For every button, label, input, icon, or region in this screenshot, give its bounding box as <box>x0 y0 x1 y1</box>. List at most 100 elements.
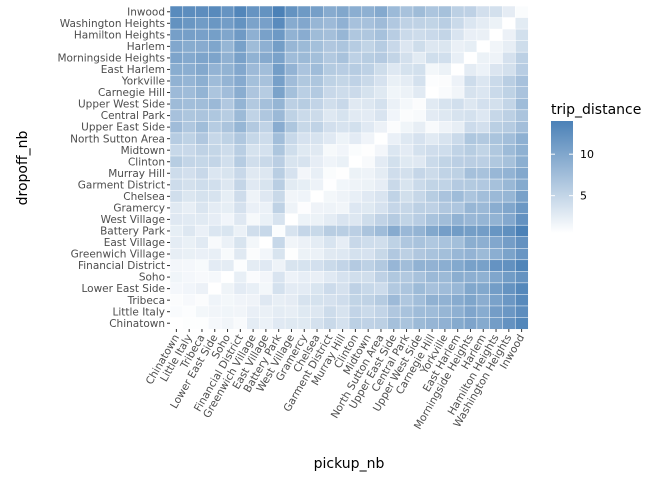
heatmap-cell <box>259 294 273 307</box>
y-tick-label: Washington Heights <box>60 18 165 30</box>
heatmap-cell <box>310 224 324 238</box>
heatmap-cell <box>502 294 516 307</box>
legend: trip_distance 5 10 <box>551 102 641 233</box>
heatmap-cell <box>259 317 273 330</box>
heatmap-cell <box>514 5 529 19</box>
heatmap-cell <box>297 17 312 30</box>
heatmap-cell <box>463 213 478 226</box>
heatmap-cell <box>514 224 529 238</box>
heatmap-cell <box>387 294 401 307</box>
heatmap-cell <box>412 17 427 30</box>
heatmap-cell <box>220 121 235 134</box>
heatmap-cell <box>182 17 197 30</box>
heatmap-cell <box>323 271 337 284</box>
heatmap-cell <box>259 109 273 122</box>
y-tick-label: Upper West Side <box>78 99 165 111</box>
heatmap-cell <box>195 213 209 226</box>
heatmap-cell <box>463 271 478 284</box>
heatmap-cell <box>297 109 312 122</box>
heatmap-cell <box>438 63 452 76</box>
heatmap-cell <box>476 224 491 238</box>
heatmap-cell <box>284 155 299 169</box>
heatmap-cell <box>361 28 376 42</box>
heatmap-cell <box>476 121 491 134</box>
heatmap-cell <box>514 213 529 226</box>
heatmap-cell <box>463 305 478 319</box>
heatmap-cell <box>182 109 197 122</box>
heatmap-cell <box>489 98 503 111</box>
heatmap-cell <box>451 190 465 203</box>
heatmap-cell <box>208 98 222 111</box>
heatmap-cell <box>348 190 363 203</box>
y-tick-label: Clinton <box>128 156 165 168</box>
heatmap-cell <box>387 17 401 30</box>
heatmap-cell <box>374 190 388 203</box>
heatmap-cell <box>297 190 312 203</box>
heatmap-cell <box>310 201 324 215</box>
heatmap-cell <box>259 201 273 215</box>
heatmap-cell <box>387 271 401 284</box>
heatmap-cell <box>169 132 184 145</box>
heatmap-cell <box>451 178 465 192</box>
heatmap-cell <box>335 224 350 238</box>
heatmap-cell <box>335 201 350 215</box>
heatmap-cell <box>399 132 414 145</box>
heatmap-cell <box>335 5 350 19</box>
heatmap-cell <box>297 271 312 284</box>
heatmap-cell <box>233 259 248 272</box>
heatmap-cell <box>233 132 248 145</box>
heatmap-cell <box>259 224 273 238</box>
heatmap-cell <box>489 5 503 19</box>
heatmap-cell <box>489 121 503 134</box>
heatmap-cell <box>348 305 363 319</box>
heatmap-cell <box>514 40 529 53</box>
heatmap-cell <box>169 271 184 284</box>
heatmap-cell <box>374 271 388 284</box>
heatmap-cell <box>259 259 273 272</box>
heatmap-cell <box>438 5 452 19</box>
heatmap-cell <box>246 201 261 215</box>
heatmap-cell <box>348 294 363 307</box>
heatmap-cell <box>451 224 465 238</box>
heatmap-cell <box>220 98 235 111</box>
heatmap-cell <box>361 40 376 53</box>
y-tick-label: Chelsea <box>123 191 165 203</box>
heatmap-cell <box>208 121 222 134</box>
heatmap-cell <box>208 282 222 295</box>
colorbar-tick-label: 5 <box>580 190 587 203</box>
heatmap-cell <box>297 63 312 76</box>
heatmap-cell <box>361 51 376 65</box>
heatmap-cell <box>374 63 388 76</box>
heatmap-cell <box>259 17 273 30</box>
heatmap-cell <box>361 98 376 111</box>
heatmap-cell <box>284 132 299 145</box>
heatmap-cell <box>374 86 388 99</box>
heatmap-cell <box>476 178 491 192</box>
heatmap-cell <box>387 190 401 203</box>
heatmap-cell <box>335 248 350 261</box>
heatmap-cell <box>195 28 209 42</box>
heatmap-cell <box>451 63 465 76</box>
y-tick-label: Inwood <box>127 6 165 18</box>
heatmap-cell <box>272 132 286 145</box>
y-tick-label: Garment District <box>78 179 165 191</box>
heatmap-cell <box>233 74 248 88</box>
heatmap-cell <box>246 121 261 134</box>
heatmap-cell <box>323 167 337 180</box>
heatmap-cell <box>348 144 363 157</box>
heatmap-cell <box>195 74 209 88</box>
heatmap-cell <box>169 109 184 122</box>
heatmap-cell <box>310 294 324 307</box>
heatmap-cell <box>361 86 376 99</box>
heatmap-cell <box>438 271 452 284</box>
heatmap-cell <box>297 98 312 111</box>
heatmap-cell <box>374 178 388 192</box>
heatmap-cell <box>284 213 299 226</box>
heatmap-cell <box>259 213 273 226</box>
heatmap-cell <box>297 132 312 145</box>
heatmap-cell <box>220 259 235 272</box>
heatmap-cell <box>284 63 299 76</box>
heatmap-cell <box>502 63 516 76</box>
